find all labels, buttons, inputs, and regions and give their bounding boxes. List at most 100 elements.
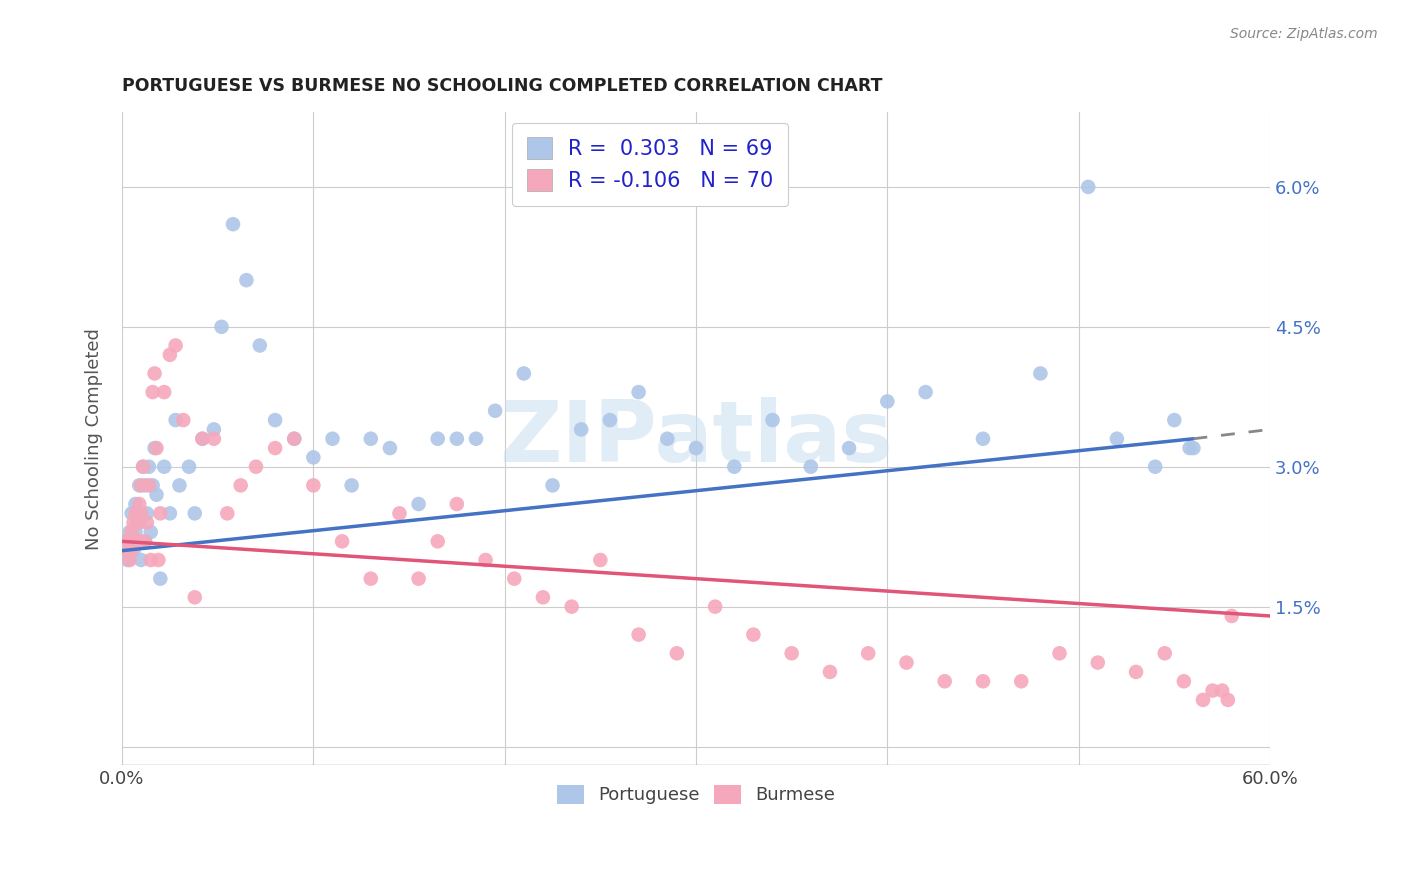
Point	[723, 459, 745, 474]
Y-axis label: No Schooling Completed: No Schooling Completed	[86, 327, 103, 549]
Point	[129, 507, 152, 521]
Point	[138, 478, 160, 492]
Point	[184, 591, 207, 605]
Point	[139, 553, 162, 567]
Point	[165, 413, 187, 427]
Point	[122, 516, 145, 530]
Point	[818, 665, 841, 679]
Point	[665, 646, 688, 660]
Point	[378, 441, 401, 455]
Point	[561, 599, 583, 614]
Point	[118, 534, 141, 549]
Point	[143, 441, 166, 455]
Point	[169, 478, 191, 492]
Point	[856, 646, 879, 660]
Point	[165, 338, 187, 352]
Point	[184, 507, 207, 521]
Point	[599, 413, 621, 427]
Point	[426, 432, 449, 446]
Point	[124, 524, 146, 539]
Legend: Portuguese, Burmese: Portuguese, Burmese	[550, 778, 842, 812]
Point	[569, 422, 592, 436]
Point	[121, 524, 143, 539]
Point	[118, 524, 141, 539]
Point	[115, 543, 138, 558]
Point	[128, 478, 150, 492]
Point	[134, 534, 156, 549]
Point	[1220, 609, 1243, 624]
Point	[134, 534, 156, 549]
Point	[132, 459, 155, 474]
Point	[202, 422, 225, 436]
Point	[145, 441, 167, 455]
Point	[138, 459, 160, 474]
Point	[1029, 367, 1052, 381]
Point	[484, 403, 506, 417]
Point	[838, 441, 860, 455]
Point	[264, 413, 287, 427]
Point	[1163, 413, 1185, 427]
Point	[1049, 646, 1071, 660]
Point	[972, 432, 994, 446]
Point	[118, 543, 141, 558]
Point	[408, 497, 430, 511]
Point	[388, 507, 411, 521]
Point	[465, 432, 488, 446]
Point	[1192, 693, 1215, 707]
Point	[191, 432, 214, 446]
Point	[122, 543, 145, 558]
Point	[127, 516, 149, 530]
Point	[149, 507, 172, 521]
Point	[264, 441, 287, 455]
Point	[896, 656, 918, 670]
Point	[876, 394, 898, 409]
Point	[408, 572, 430, 586]
Point	[191, 432, 214, 446]
Point	[128, 534, 150, 549]
Point	[217, 507, 239, 521]
Point	[780, 646, 803, 660]
Point	[761, 413, 783, 427]
Point	[128, 516, 150, 530]
Point	[800, 459, 823, 474]
Point	[142, 385, 165, 400]
Point	[446, 432, 468, 446]
Point	[360, 432, 382, 446]
Point	[426, 534, 449, 549]
Point	[245, 459, 267, 474]
Point	[134, 478, 156, 492]
Point	[704, 599, 727, 614]
Point	[446, 497, 468, 511]
Point	[1144, 459, 1167, 474]
Point	[531, 591, 554, 605]
Text: Source: ZipAtlas.com: Source: ZipAtlas.com	[1230, 27, 1378, 41]
Point	[589, 553, 612, 567]
Point	[127, 534, 149, 549]
Point	[1216, 693, 1239, 707]
Point	[503, 572, 526, 586]
Point	[1201, 683, 1223, 698]
Point	[302, 450, 325, 465]
Point	[145, 488, 167, 502]
Point	[124, 507, 146, 521]
Point	[283, 432, 305, 446]
Point	[153, 459, 176, 474]
Text: ZIPatlas: ZIPatlas	[499, 397, 893, 480]
Point	[118, 553, 141, 567]
Point	[914, 385, 936, 400]
Point	[1211, 683, 1233, 698]
Point	[685, 441, 707, 455]
Point	[302, 478, 325, 492]
Point	[129, 553, 152, 567]
Point	[1105, 432, 1128, 446]
Point	[340, 478, 363, 492]
Point	[149, 572, 172, 586]
Point	[1087, 656, 1109, 670]
Point	[121, 534, 143, 549]
Point	[1153, 646, 1175, 660]
Point	[1010, 674, 1032, 689]
Point	[211, 319, 233, 334]
Point	[172, 413, 194, 427]
Text: PORTUGUESE VS BURMESE NO SCHOOLING COMPLETED CORRELATION CHART: PORTUGUESE VS BURMESE NO SCHOOLING COMPL…	[122, 78, 883, 95]
Point	[124, 497, 146, 511]
